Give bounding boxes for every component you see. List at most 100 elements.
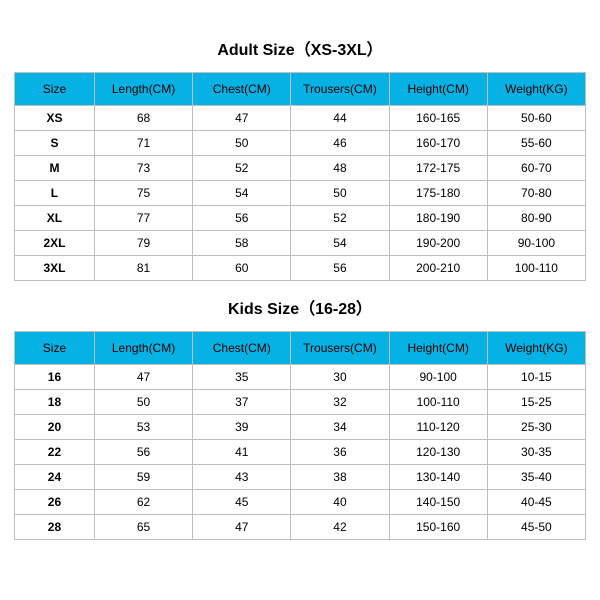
table-cell: 52 (291, 206, 389, 231)
table-cell: 18 (15, 390, 95, 415)
table-cell: 62 (94, 490, 192, 515)
table-cell: 79 (94, 231, 192, 256)
table-cell: 75 (94, 181, 192, 206)
col-chest: Chest(CM) (193, 332, 291, 365)
table-cell: 47 (94, 365, 192, 390)
table-cell: 47 (193, 106, 291, 131)
table-cell: 34 (291, 415, 389, 440)
table-cell: 36 (291, 440, 389, 465)
table-cell: 175-180 (389, 181, 487, 206)
table-cell: 50-60 (487, 106, 585, 131)
table-cell: 45-50 (487, 515, 585, 540)
table-cell: 180-190 (389, 206, 487, 231)
kids-header-row: Size Length(CM) Chest(CM) Trousers(CM) H… (15, 332, 586, 365)
table-row: 20533934110-12025-30 (15, 415, 586, 440)
col-size: Size (15, 73, 95, 106)
table-cell: 10-15 (487, 365, 585, 390)
table-cell: 77 (94, 206, 192, 231)
table-cell: 22 (15, 440, 95, 465)
table-cell: 56 (94, 440, 192, 465)
table-cell: 55-60 (487, 131, 585, 156)
table-cell: 50 (193, 131, 291, 156)
table-cell: 46 (291, 131, 389, 156)
table-row: 3XL816056200-210100-110 (15, 256, 586, 281)
table-cell: M (15, 156, 95, 181)
table-row: 18503732100-11015-25 (15, 390, 586, 415)
table-cell: 59 (94, 465, 192, 490)
table-cell: 80-90 (487, 206, 585, 231)
table-row: 2XL795854190-20090-100 (15, 231, 586, 256)
col-height: Height(CM) (389, 332, 487, 365)
table-cell: 43 (193, 465, 291, 490)
table-cell: 2XL (15, 231, 95, 256)
table-cell: 65 (94, 515, 192, 540)
kids-table: Size Length(CM) Chest(CM) Trousers(CM) H… (14, 331, 586, 540)
table-cell: 37 (193, 390, 291, 415)
table-cell: 60 (193, 256, 291, 281)
table-cell: 100-110 (389, 390, 487, 415)
table-cell: 90-100 (487, 231, 585, 256)
table-row: 24594338130-14035-40 (15, 465, 586, 490)
table-cell: 150-160 (389, 515, 487, 540)
table-row: S715046160-17055-60 (15, 131, 586, 156)
adult-title: Adult Size（XS-3XL） (14, 36, 586, 60)
table-cell: 40 (291, 490, 389, 515)
table-cell: 39 (193, 415, 291, 440)
table-cell: 200-210 (389, 256, 487, 281)
col-length: Length(CM) (94, 332, 192, 365)
col-trousers: Trousers(CM) (291, 73, 389, 106)
kids-title: Kids Size（16-28） (14, 295, 586, 319)
table-cell: 42 (291, 515, 389, 540)
table-cell: 41 (193, 440, 291, 465)
table-cell: 71 (94, 131, 192, 156)
table-cell: 172-175 (389, 156, 487, 181)
table-cell: 190-200 (389, 231, 487, 256)
table-cell: 38 (291, 465, 389, 490)
table-cell: 32 (291, 390, 389, 415)
table-cell: 100-110 (487, 256, 585, 281)
col-weight: Weight(KG) (487, 73, 585, 106)
adult-body: XS684744160-16550-60S715046160-17055-60M… (15, 106, 586, 281)
table-cell: 40-45 (487, 490, 585, 515)
table-cell: 44 (291, 106, 389, 131)
table-cell: 50 (94, 390, 192, 415)
table-row: L755450175-18070-80 (15, 181, 586, 206)
table-cell: 73 (94, 156, 192, 181)
table-cell: 56 (193, 206, 291, 231)
adult-table: Size Length(CM) Chest(CM) Trousers(CM) H… (14, 72, 586, 281)
table-cell: 130-140 (389, 465, 487, 490)
table-cell: XL (15, 206, 95, 231)
table-cell: 24 (15, 465, 95, 490)
table-cell: 35 (193, 365, 291, 390)
table-cell: 54 (193, 181, 291, 206)
table-cell: 68 (94, 106, 192, 131)
col-trousers: Trousers(CM) (291, 332, 389, 365)
table-row: XS684744160-16550-60 (15, 106, 586, 131)
table-cell: 20 (15, 415, 95, 440)
table-cell: 81 (94, 256, 192, 281)
kids-body: 1647353090-10010-1518503732100-11015-252… (15, 365, 586, 540)
table-cell: 28 (15, 515, 95, 540)
table-cell: 120-130 (389, 440, 487, 465)
table-cell: 30 (291, 365, 389, 390)
adult-header-row: Size Length(CM) Chest(CM) Trousers(CM) H… (15, 73, 586, 106)
table-cell: L (15, 181, 95, 206)
table-cell: 50 (291, 181, 389, 206)
table-cell: 110-120 (389, 415, 487, 440)
table-cell: 56 (291, 256, 389, 281)
table-cell: 160-170 (389, 131, 487, 156)
table-cell: 47 (193, 515, 291, 540)
table-cell: 54 (291, 231, 389, 256)
table-cell: 140-150 (389, 490, 487, 515)
table-cell: 90-100 (389, 365, 487, 390)
table-cell: 15-25 (487, 390, 585, 415)
col-length: Length(CM) (94, 73, 192, 106)
table-cell: 53 (94, 415, 192, 440)
table-cell: 25-30 (487, 415, 585, 440)
table-row: XL775652180-19080-90 (15, 206, 586, 231)
table-cell: 16 (15, 365, 95, 390)
table-row: 26624540140-15040-45 (15, 490, 586, 515)
table-row: 22564136120-13030-35 (15, 440, 586, 465)
table-cell: 60-70 (487, 156, 585, 181)
table-row: 1647353090-10010-15 (15, 365, 586, 390)
